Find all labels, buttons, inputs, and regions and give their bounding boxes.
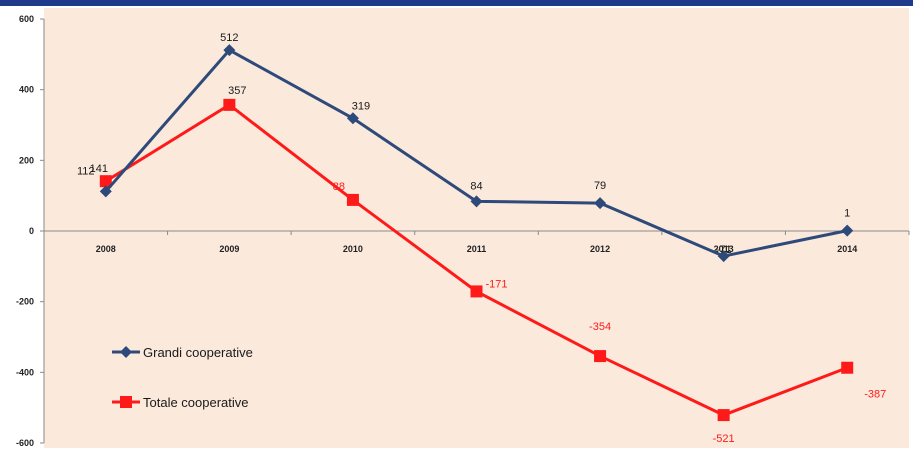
data-point-grandi [594, 197, 607, 210]
y-tick-labels: 600 400 200 0 -200 -400 -600 [16, 14, 44, 448]
data-label-totale: -171 [485, 278, 507, 290]
data-point-grandi [99, 185, 112, 198]
data-label-grandi: 79 [594, 180, 606, 192]
data-point-grandi [717, 250, 730, 263]
series-lines [99, 44, 854, 422]
legend-marker [120, 396, 132, 408]
data-point-totale [470, 285, 483, 298]
data-label-totale: 141 [90, 163, 108, 175]
y-tick-label: 600 [19, 14, 34, 24]
y-tick-label: -200 [16, 297, 34, 307]
data-label-totale: 88 [333, 181, 345, 193]
data-label-grandi: 319 [352, 100, 370, 112]
data-label-grandi: 84 [470, 180, 482, 192]
data-labels: 112 512 319 84 79 -71 1 141 357 88 -171 -354 -521 -38… [77, 32, 886, 445]
data-label-grandi: 112 [77, 165, 95, 177]
data-point-grandi [841, 224, 854, 237]
data-point-totale [717, 409, 730, 422]
legend-label: Totale cooperative [143, 395, 249, 410]
data-point-grandi [223, 44, 236, 57]
x-tick-label: 2013 [714, 244, 734, 254]
x-tick-label: 2012 [590, 244, 610, 254]
data-point-totale [99, 175, 112, 188]
x-tick-label: 2014 [837, 244, 857, 254]
x-tick-labels: 2008 2009 2010 2011 2012 2013 2014 [43, 231, 910, 254]
data-label-totale: -521 [713, 433, 735, 445]
data-label-grandi: 512 [220, 32, 238, 44]
data-point-totale [346, 193, 359, 206]
y-tick-label: 400 [19, 85, 34, 95]
x-tick-label: 2011 [467, 244, 487, 254]
legend-marker [120, 346, 132, 358]
y-tick-label: 200 [19, 155, 34, 165]
data-point-totale [223, 98, 236, 111]
data-label-totale: -387 [864, 389, 886, 401]
data-point-grandi [346, 112, 359, 125]
data-label-grandi: 1 [844, 208, 850, 220]
data-point-grandi [470, 195, 483, 208]
plot-area [44, 8, 909, 448]
data-label-totale: -354 [589, 321, 611, 333]
data-point-totale [841, 361, 854, 374]
legend: Grandi cooperative Totale cooperative [112, 345, 253, 410]
data-label-grandi: -71 [716, 244, 732, 256]
x-tick-label: 2008 [96, 244, 116, 254]
top-header-bar [0, 0, 913, 6]
legend-label: Grandi cooperative [143, 345, 253, 360]
y-tick-label: 0 [29, 226, 34, 236]
data-point-totale [594, 350, 607, 363]
x-tick-label: 2010 [343, 244, 363, 254]
y-tick-label: -400 [16, 367, 34, 377]
x-tick-label: 2009 [219, 244, 239, 254]
y-tick-label: -600 [16, 438, 34, 448]
data-label-totale: 357 [228, 85, 246, 97]
